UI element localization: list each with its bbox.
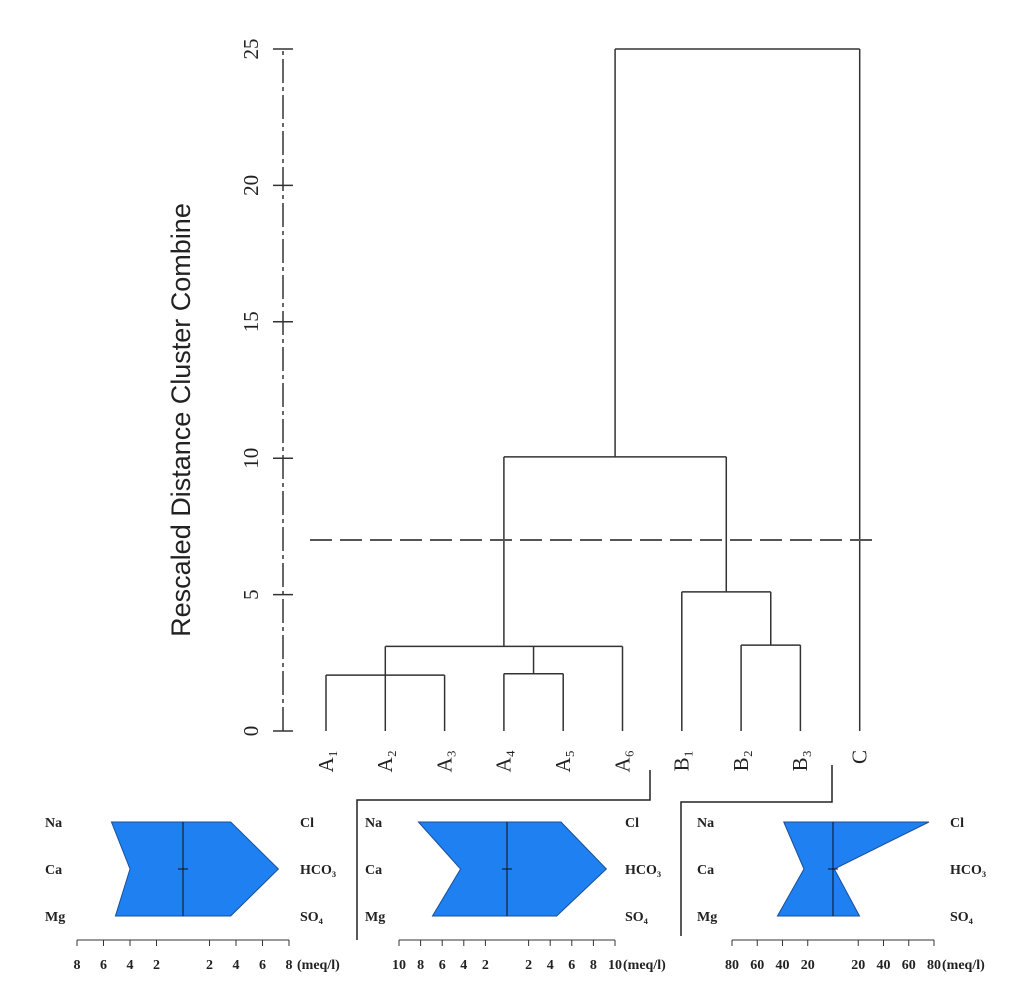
leaf-label: A₁: [314, 750, 338, 773]
leaf-label: C: [848, 750, 872, 764]
y-tick-label: 10: [239, 448, 263, 469]
leaf-label: B₃: [788, 750, 812, 771]
leaf-label: A₄: [492, 750, 516, 773]
x-tick-label: 6: [100, 958, 107, 973]
ion-label: Na: [697, 816, 714, 831]
panel-connectors: [356, 765, 833, 940]
ion-label: Ca: [365, 863, 382, 878]
leaf-label: A₅: [551, 750, 575, 773]
x-tick-label: 4: [460, 958, 467, 973]
x-tick-label: 4: [127, 958, 134, 973]
y-tick-label: 0: [239, 726, 263, 737]
unit-label: (meq/l): [623, 958, 666, 973]
x-tick-label: 20: [801, 958, 815, 973]
y-tick-label: 20: [239, 175, 263, 196]
x-tick-label: 6: [439, 958, 446, 973]
stiff-polygon: [417, 821, 608, 917]
x-tick-label: 8: [590, 958, 597, 973]
x-tick-label: 2: [206, 958, 213, 973]
x-tick-label: 8: [417, 958, 424, 973]
leaf-label: A₂: [373, 750, 397, 773]
y-tick-label: 5: [239, 589, 263, 600]
x-tick-label: 80: [927, 958, 941, 973]
x-tick-label: 2: [525, 958, 532, 973]
ion-label: Mg: [697, 910, 717, 925]
ion-label: HCO₃: [300, 863, 336, 878]
x-tick-label: 20: [851, 958, 865, 973]
ion-label: Na: [45, 816, 62, 831]
ion-label: Cl: [950, 816, 964, 831]
x-tick-label: 2: [153, 958, 160, 973]
x-tick-label: 8: [286, 958, 293, 973]
x-tick-label: 10: [608, 958, 622, 973]
x-tick-label: 2: [482, 958, 489, 973]
ion-label: Na: [365, 816, 382, 831]
y-axis-label: Rescaled Distance Cluster Combine: [166, 203, 196, 637]
ion-label: HCO₃: [625, 863, 661, 878]
x-tick-label: 4: [547, 958, 554, 973]
ion-label: Ca: [697, 863, 714, 878]
ion-label: SO₄: [625, 910, 649, 925]
y-tick-label: 25: [239, 39, 263, 60]
ion-label: HCO₃: [950, 863, 986, 878]
stiff-polygon: [776, 821, 930, 917]
ion-label: SO₄: [950, 910, 974, 925]
x-tick-label: 60: [902, 958, 916, 973]
leaf-label: B₁: [670, 750, 694, 771]
connector: [680, 765, 833, 936]
x-tick-label: 10: [392, 958, 406, 973]
x-tick-label: 4: [233, 958, 240, 973]
stiff-polygon: [110, 821, 280, 917]
ion-label: SO₄: [300, 910, 324, 925]
x-tick-label: 8: [74, 958, 81, 973]
x-tick-label: 6: [259, 958, 266, 973]
ion-label: Mg: [45, 910, 65, 925]
x-tick-label: 6: [568, 958, 575, 973]
x-tick-label: 60: [750, 958, 764, 973]
ion-label: Cl: [625, 816, 639, 831]
leaf-label: B₂: [729, 750, 753, 771]
x-tick-label: 40: [877, 958, 891, 973]
y-tick-label: 15: [239, 311, 263, 332]
connector: [356, 770, 651, 940]
ion-label: Mg: [365, 910, 385, 925]
leaf-label: A₆: [610, 750, 634, 773]
ion-label: Ca: [45, 863, 62, 878]
unit-label: (meq/l): [942, 958, 985, 973]
x-tick-label: 40: [776, 958, 790, 973]
unit-label: (meq/l): [297, 958, 340, 973]
ion-label: Cl: [300, 816, 314, 831]
x-tick-label: 80: [725, 958, 739, 973]
leaf-label: A₃: [432, 750, 456, 773]
